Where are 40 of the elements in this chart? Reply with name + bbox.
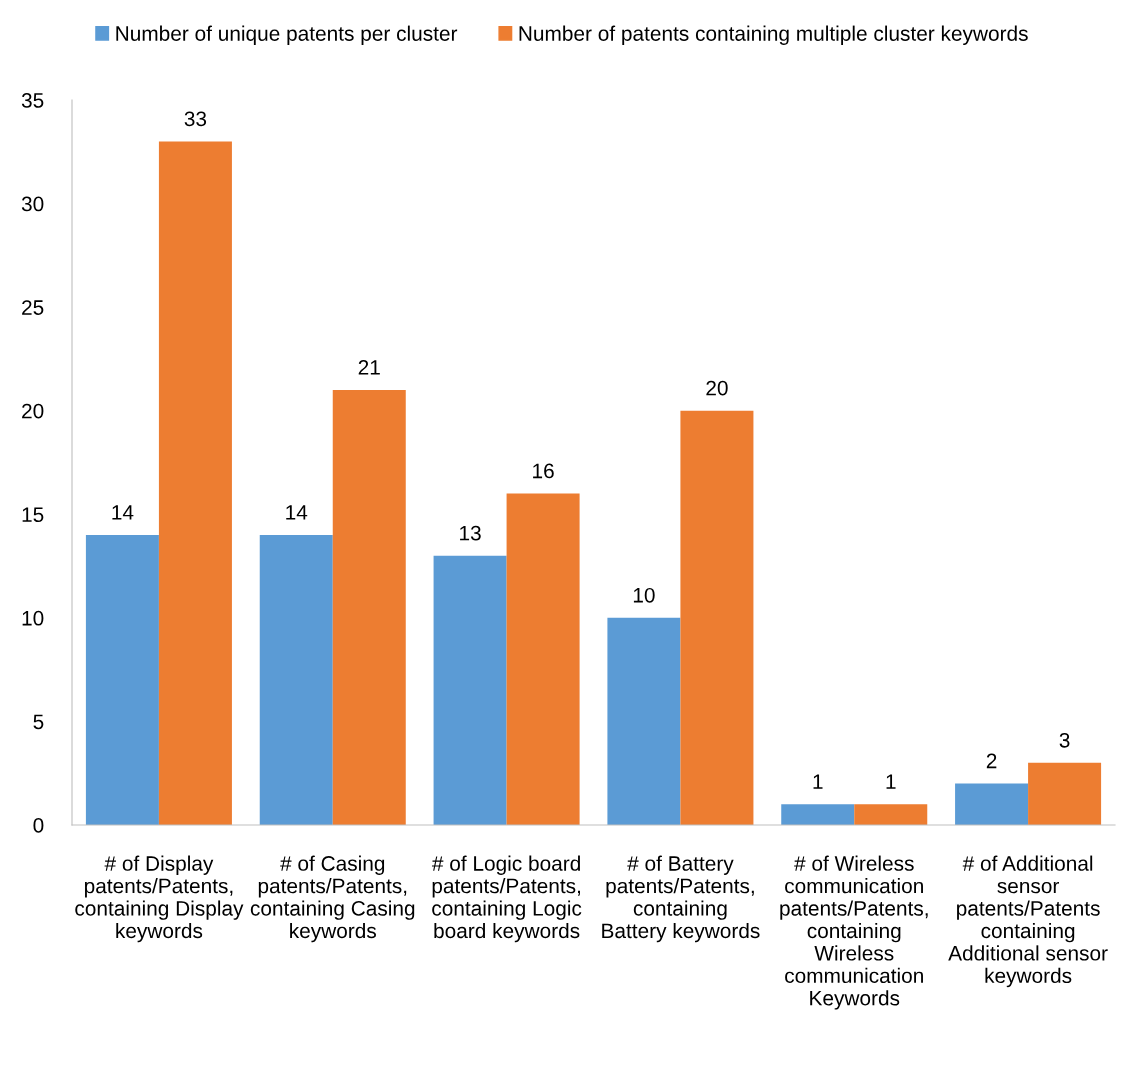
data-label: 33 xyxy=(184,111,207,127)
x-tick-label: # of Display patents/Patents, containing Display keywords xyxy=(75,855,244,943)
data-label: 3 xyxy=(1059,732,1070,748)
y-tick-label: 0 xyxy=(33,818,44,833)
y-tick-label: 30 xyxy=(21,196,44,212)
legend-label: Number of patents containing multiple cluster keywords xyxy=(519,25,1028,45)
x-tick-label: # of Wireless communication patents/Patents, containing Wireless communication Keywords xyxy=(780,855,928,1010)
x-tick-label: # of Additional sensor patents/Patents containing Additional sensor keywords xyxy=(948,855,1108,988)
data-label: 10 xyxy=(633,587,655,603)
bar xyxy=(158,141,232,825)
bar xyxy=(85,535,159,825)
data-label: 20 xyxy=(706,380,728,396)
bar xyxy=(955,783,1029,825)
y-tick-label: 15 xyxy=(22,507,44,523)
y-tick-label: 35 xyxy=(21,93,44,108)
bar xyxy=(259,535,333,825)
bar xyxy=(854,804,928,825)
data-label: 13 xyxy=(460,525,481,541)
data-label: 21 xyxy=(358,360,380,375)
y-tick-label: 25 xyxy=(22,300,44,315)
legend-label: Number of unique patents per cluster xyxy=(116,25,458,45)
x-tick-label: # of Logic board patents/Patents, containing Logic board keywords xyxy=(431,855,582,943)
data-label: 14 xyxy=(112,505,134,520)
y-tick-label: 20 xyxy=(22,403,44,419)
x-tick-label: # of Casing patents/Patents, containing Casing keywords xyxy=(250,855,415,943)
data-label: 2 xyxy=(986,753,997,769)
bar xyxy=(506,493,580,825)
data-label: 16 xyxy=(533,463,554,479)
data-label: 14 xyxy=(286,505,308,520)
bar xyxy=(607,617,681,825)
bar xyxy=(680,410,754,825)
y-tick-label: 10 xyxy=(22,610,44,626)
data-label: 1 xyxy=(813,774,823,789)
bar xyxy=(433,555,507,825)
bar xyxy=(332,390,406,825)
bar xyxy=(1028,762,1102,825)
x-tick-label: # of Battery patents/Patents, containing Battery keywords xyxy=(602,855,760,943)
bar xyxy=(781,804,855,825)
y-tick-label: 5 xyxy=(33,714,44,730)
data-label: 1 xyxy=(886,774,896,789)
